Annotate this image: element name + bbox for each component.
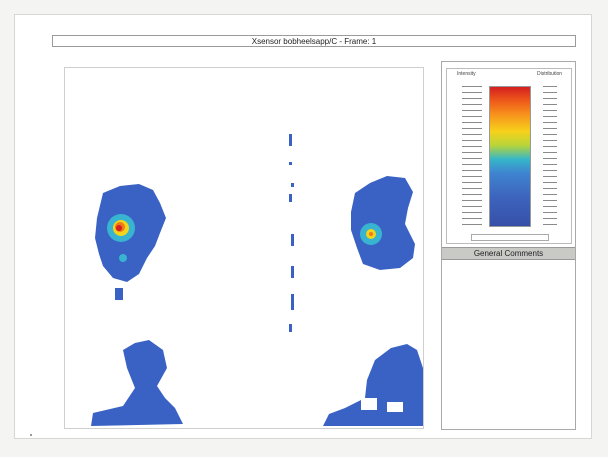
legend-scale-tick: [462, 116, 482, 117]
comments-body[interactable]: [442, 260, 575, 429]
legend-scale-tick: [543, 134, 557, 135]
legend-scale-tick: [543, 110, 557, 111]
legend-scale-tick: [462, 146, 482, 147]
legend-scale-tick: [462, 188, 482, 189]
legend-right-scale: [543, 86, 557, 227]
legend-scale-tick: [462, 122, 482, 123]
pressure-hotspot: [369, 232, 373, 236]
legend-scale-tick: [543, 194, 557, 195]
pressure-region-gap: [387, 402, 403, 412]
legend-scale-tick: [543, 128, 557, 129]
legend-scale-tick: [543, 86, 557, 87]
legend-scale-tick: [462, 218, 482, 219]
legend-footer: [471, 234, 549, 241]
pressure-map[interactable]: [64, 67, 424, 429]
pressure-region: [291, 294, 294, 310]
legend-left-scale: [462, 86, 482, 227]
pressure-region: [323, 344, 423, 426]
pressure-region-gap: [361, 398, 377, 410]
pressure-region: [115, 288, 123, 300]
legend-scale-tick: [462, 206, 482, 207]
legend-color-bar: [489, 86, 531, 227]
legend-scale-tick: [543, 104, 557, 105]
legend-scale-tick: [462, 164, 482, 165]
legend-scale-tick: [462, 182, 482, 183]
legend-scale-tick: [462, 158, 482, 159]
legend-scale-tick: [543, 182, 557, 183]
legend-scale-tick: [462, 176, 482, 177]
pressure-region: [291, 234, 294, 246]
legend-scale-tick: [462, 104, 482, 105]
legend-scale-tick: [543, 164, 557, 165]
legend-scale-tick: [543, 92, 557, 93]
frame-title: Xsensor bobheelsapp/C - Frame: 1: [52, 35, 576, 47]
legend-scale-tick: [543, 212, 557, 213]
pressure-region: [289, 324, 292, 332]
legend-scale-tick: [543, 152, 557, 153]
legend-scale-tick: [462, 170, 482, 171]
pressure-region: [291, 183, 294, 187]
legend-scale-tick: [462, 212, 482, 213]
legend-scale-tick: [462, 140, 482, 141]
pressure-region: [289, 162, 292, 165]
pressure-hotspot: [116, 225, 122, 231]
corner-mark: [30, 434, 32, 436]
pressure-region: [291, 266, 294, 278]
legend-scale-tick: [543, 206, 557, 207]
legend-scale-tick: [543, 218, 557, 219]
legend-scale-tick: [543, 170, 557, 171]
legend-scale-tick: [543, 176, 557, 177]
pressure-region: [289, 194, 292, 202]
legend-scale-tick: [462, 194, 482, 195]
legend-right-header: Distribution: [537, 71, 563, 77]
legend-scale-tick: [543, 224, 557, 225]
comments-header: General Comments: [442, 247, 575, 260]
legend-scale-tick: [462, 92, 482, 93]
legend-left-header: Intensity: [457, 71, 476, 77]
color-legend: Intensity Distribution: [446, 68, 572, 244]
legend-scale-tick: [462, 200, 482, 201]
legend-scale-tick: [543, 158, 557, 159]
legend-scale-tick: [462, 152, 482, 153]
legend-scale-tick: [462, 134, 482, 135]
pressure-map-canvas: [91, 134, 423, 426]
legend-scale-tick: [462, 98, 482, 99]
legend-scale-tick: [543, 140, 557, 141]
legend-scale-tick: [543, 98, 557, 99]
legend-scale-tick: [543, 200, 557, 201]
pressure-region: [351, 176, 415, 270]
legend-scale-tick: [543, 116, 557, 117]
legend-scale-tick: [462, 224, 482, 225]
legend-scale-tick: [462, 128, 482, 129]
legend-scale-tick: [462, 86, 482, 87]
pressure-region: [91, 340, 183, 426]
pressure-hotspot: [119, 254, 127, 262]
legend-scale-tick: [462, 110, 482, 111]
legend-scale-tick: [543, 188, 557, 189]
pressure-region: [289, 134, 292, 146]
side-panel: Intensity Distribution General Comments: [441, 61, 576, 430]
legend-scale-tick: [543, 122, 557, 123]
legend-scale-tick: [543, 146, 557, 147]
